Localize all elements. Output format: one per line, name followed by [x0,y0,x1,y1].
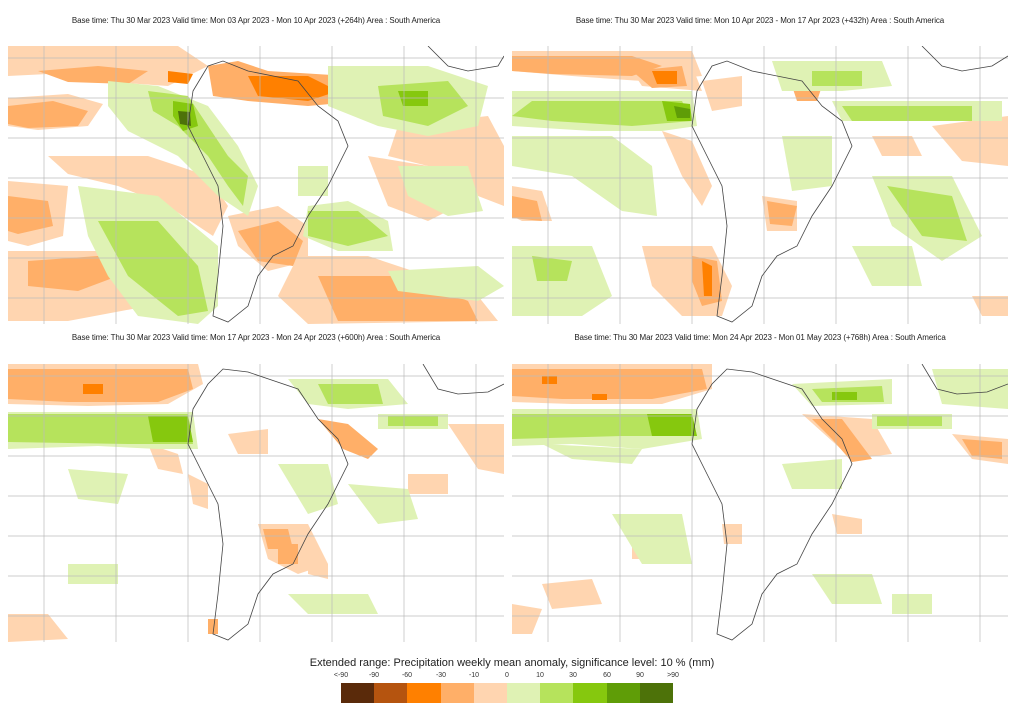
legend-swatch [606,683,640,703]
legend-swatch [374,683,408,703]
legend-swatch [341,683,375,703]
legend-swatch [440,683,474,703]
legend-colorbar [341,683,674,703]
panel-title-3: Base time: Thu 30 Mar 2023 Valid time: M… [71,333,441,342]
panel-title-2: Base time: Thu 30 Mar 2023 Valid time: M… [575,16,945,25]
legend-swatch [573,683,607,703]
legend-label: 30 [569,672,577,679]
map-panel-4 [512,364,1008,642]
legend-label: -30 [435,672,447,679]
legend-label: 0 [505,672,509,679]
anomaly-map-2 [512,46,1008,324]
legend-title: Extended range: Precipitation weekly mea… [309,657,715,669]
map-panel-1 [8,46,504,324]
panel-title-1: Base time: Thu 30 Mar 2023 Valid time: M… [71,16,441,25]
legend-label: -10 [468,672,480,679]
legend-label: 90 [636,672,644,679]
legend-label: 10 [536,672,544,679]
map-panel-3 [8,364,504,642]
legend-swatch [473,683,508,703]
map-panel-2 [512,46,1008,324]
legend-label: <-90 [333,672,349,679]
legend-swatch [507,683,541,703]
legend-label: -90 [368,672,380,679]
anomaly-map-1 [8,46,504,324]
legend-swatch [540,683,574,703]
anomaly-map-3 [8,364,504,642]
legend-swatch [407,683,441,703]
legend-label: -60 [401,672,413,679]
panel-title-4: Base time: Thu 30 Mar 2023 Valid time: M… [574,333,946,342]
legend-label: >90 [667,672,679,679]
legend-label: 60 [603,672,611,679]
anomaly-map-4 [512,364,1008,642]
legend-labels: <-90 -90 -60 -30 -10 0 10 30 60 90 >90 [334,672,679,682]
legend-swatch [639,683,674,703]
